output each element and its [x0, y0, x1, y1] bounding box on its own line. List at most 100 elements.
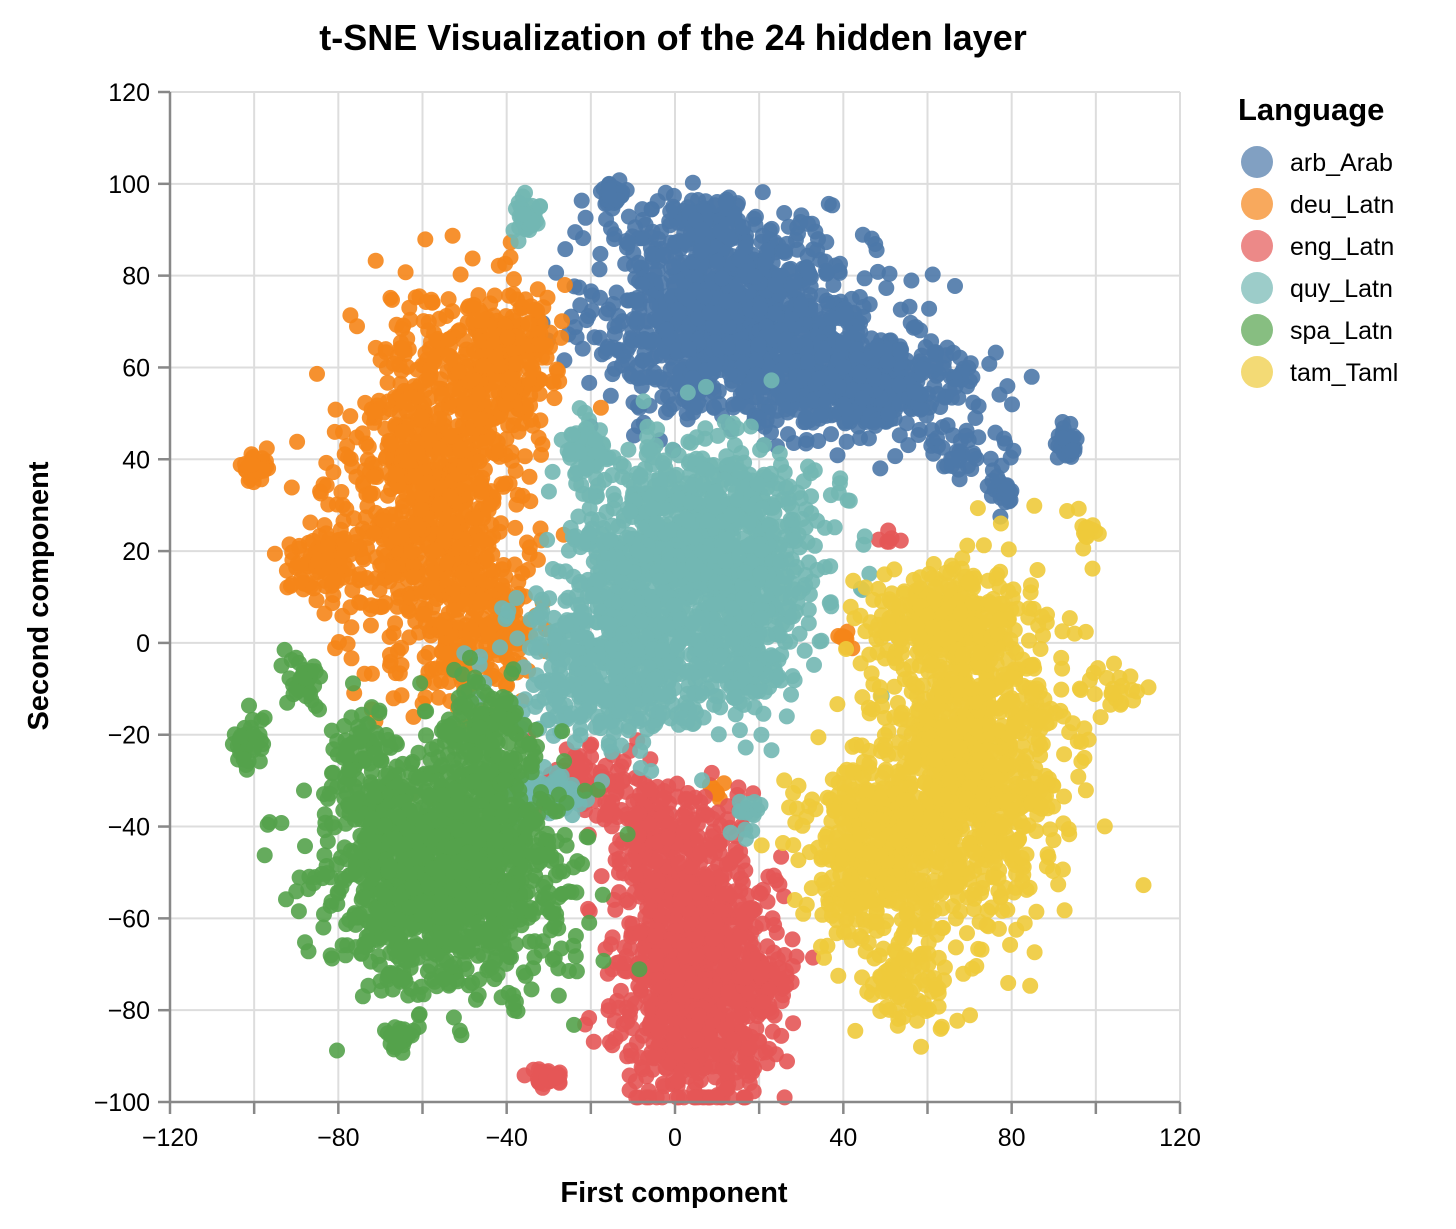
data-point	[996, 431, 1012, 447]
data-point	[326, 573, 342, 589]
data-point	[420, 474, 436, 490]
data-point	[517, 1067, 533, 1083]
data-point	[632, 1050, 648, 1066]
data-point	[744, 900, 760, 916]
data-point	[958, 428, 974, 444]
data-point	[718, 293, 734, 309]
data-point	[656, 790, 672, 806]
data-point	[352, 566, 368, 582]
data-point	[627, 884, 643, 900]
data-point	[882, 266, 898, 282]
data-point	[657, 899, 673, 915]
data-point	[629, 359, 645, 375]
data-point	[718, 959, 734, 975]
data-point	[992, 387, 1008, 403]
data-point	[471, 453, 487, 469]
data-point	[335, 497, 351, 513]
data-point	[628, 1073, 644, 1089]
data-point	[541, 484, 557, 500]
data-point	[952, 350, 968, 366]
data-point	[627, 995, 643, 1011]
data-point	[921, 301, 937, 317]
data-point	[580, 308, 596, 324]
data-point	[605, 929, 621, 945]
data-point	[535, 336, 551, 352]
data-point	[396, 394, 412, 410]
data-point	[534, 436, 550, 452]
data-point	[548, 1070, 564, 1086]
data-point	[893, 346, 909, 362]
data-point	[421, 427, 437, 443]
data-point	[522, 469, 538, 485]
data-point	[730, 277, 746, 293]
data-point	[267, 546, 283, 562]
data-point	[575, 341, 591, 357]
data-point	[395, 318, 411, 334]
data-point	[627, 852, 643, 868]
data-point	[864, 231, 880, 247]
data-point	[324, 595, 340, 611]
data-point	[387, 615, 403, 631]
data-point	[457, 458, 473, 474]
data-point	[363, 618, 379, 634]
data-point	[593, 400, 609, 416]
data-point	[819, 265, 835, 281]
data-point	[434, 386, 450, 402]
data-point	[676, 891, 692, 907]
data-point	[752, 301, 768, 317]
data-point	[981, 356, 997, 372]
data-point	[557, 241, 573, 257]
data-point	[609, 285, 625, 301]
data-point	[634, 945, 650, 961]
data-point	[660, 830, 676, 846]
data-point	[879, 354, 895, 370]
data-point	[346, 510, 362, 526]
data-point	[914, 361, 930, 377]
data-point	[719, 886, 735, 902]
data-point	[655, 247, 671, 263]
data-point	[664, 1001, 680, 1017]
data-point	[493, 515, 509, 531]
data-point	[751, 885, 767, 901]
data-point	[778, 401, 794, 417]
data-point	[377, 595, 393, 611]
data-point	[426, 353, 442, 369]
data-point	[394, 423, 410, 439]
data-point	[699, 871, 715, 887]
data-point	[337, 446, 353, 462]
data-point	[837, 415, 853, 431]
data-point	[463, 631, 479, 647]
data-point	[621, 209, 637, 225]
data-point	[786, 274, 802, 290]
data-point	[439, 646, 455, 662]
data-point	[830, 447, 846, 463]
data-point	[343, 619, 359, 635]
data-point	[413, 408, 429, 424]
scatter-points	[225, 172, 1157, 1105]
data-point	[887, 448, 903, 464]
data-point	[392, 665, 408, 681]
data-point	[378, 341, 394, 357]
data-point	[621, 915, 637, 931]
data-point	[692, 845, 708, 861]
data-point	[648, 929, 664, 945]
data-point	[821, 196, 837, 212]
data-point	[468, 510, 484, 526]
data-point	[410, 521, 426, 537]
data-point	[441, 331, 457, 347]
data-point	[313, 486, 329, 502]
data-point	[417, 382, 433, 398]
data-point	[670, 1073, 686, 1089]
data-point	[728, 847, 744, 863]
data-point	[638, 313, 654, 329]
data-point	[376, 544, 392, 560]
data-point	[785, 1015, 801, 1031]
data-point	[866, 367, 882, 383]
data-point	[491, 258, 507, 274]
data-point	[408, 289, 424, 305]
data-point	[725, 397, 741, 413]
data-point	[891, 377, 907, 393]
data-point	[348, 469, 364, 485]
